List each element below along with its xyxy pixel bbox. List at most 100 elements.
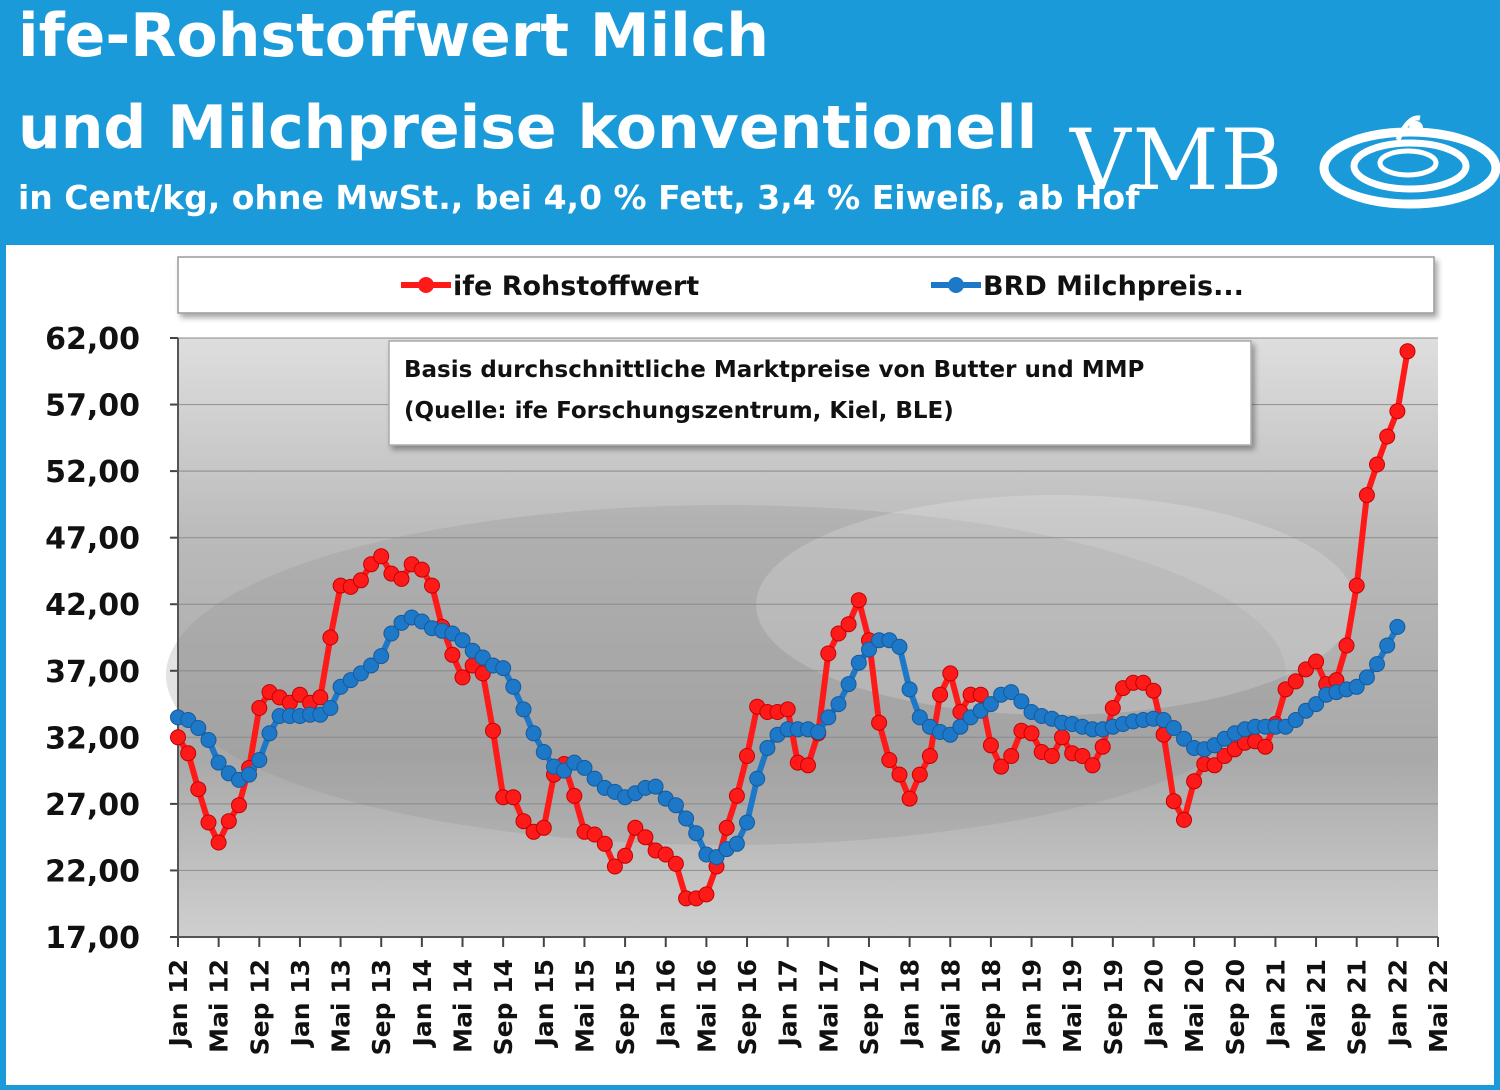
vmb-logo-text: VMB <box>1070 111 1285 209</box>
x-tick-label: Mai 18 <box>936 959 965 1053</box>
data-point <box>1287 673 1304 690</box>
data-point <box>373 648 390 665</box>
y-axis: 62,00 57,00 52,00 47,00 42,00 37,00 32,00 27,00… <box>45 322 179 956</box>
x-tick-label: Jan 15 <box>530 959 559 1048</box>
page-subtitle: in Cent/kg, ohne MwSt., bei 4,0 % Fett, … <box>18 178 1140 217</box>
vmb-logo-icon <box>1319 115 1500 209</box>
annotation-box: Basis durchschnittliche Marktpreise von … <box>388 340 1252 446</box>
data-point <box>566 787 583 804</box>
x-tick-label: Jan 12 <box>164 959 193 1048</box>
x-tick-label: Mai 14 <box>449 959 478 1053</box>
data-point <box>942 665 959 682</box>
line-chart: 62,00 57,00 52,00 47,00 42,00 37,00 32,00 27,00… <box>45 256 1453 1055</box>
data-point <box>749 770 766 787</box>
data-point <box>627 819 644 836</box>
x-tick-label: Jan 22 <box>1383 959 1412 1048</box>
data-point <box>1287 712 1304 728</box>
x-tick-label: Sep 15 <box>611 959 640 1055</box>
x-tick-label: Mai 12 <box>205 959 234 1053</box>
data-point <box>220 813 237 830</box>
annotation-background <box>388 340 1252 446</box>
data-point <box>1348 678 1365 695</box>
data-point <box>1399 343 1416 360</box>
data-point <box>952 718 969 735</box>
y-tick-label: 42,00 <box>45 588 140 623</box>
data-point <box>1348 577 1365 594</box>
x-tick-label: Mai 17 <box>814 959 843 1053</box>
x-tick-label: Jan 17 <box>774 959 803 1048</box>
y-tick-label: 17,00 <box>45 921 140 956</box>
data-point <box>515 813 532 830</box>
data-point <box>678 810 695 827</box>
data-point <box>200 732 217 748</box>
x-tick-label: Sep 18 <box>977 959 1006 1055</box>
data-point <box>982 737 999 754</box>
data-point <box>1084 757 1101 774</box>
data-point <box>881 752 898 768</box>
x-tick-label: Sep 16 <box>733 959 762 1055</box>
data-point <box>901 790 918 807</box>
x-tick-label: Jan 21 <box>1261 959 1290 1048</box>
x-tick-label: Mai 19 <box>1058 959 1087 1053</box>
y-tick-label: 62,00 <box>45 322 140 357</box>
data-point <box>576 759 593 776</box>
data-point <box>1379 428 1396 445</box>
page-title-line2: und Milchpreise konventionell <box>18 93 1038 163</box>
x-tick-label: Jan 18 <box>896 959 925 1048</box>
data-point <box>739 748 755 764</box>
annotation-line1: Basis durchschnittliche Marktpreise von … <box>404 357 1144 383</box>
data-point <box>180 745 197 762</box>
data-point <box>932 686 949 703</box>
data-point <box>1043 748 1060 764</box>
x-tick-label: Mai 16 <box>692 959 721 1053</box>
data-point <box>586 770 603 787</box>
x-tick-label: Jan 13 <box>286 959 315 1048</box>
x-tick-label: Sep 14 <box>489 959 518 1055</box>
data-point <box>1165 720 1182 736</box>
x-tick-label: Jan 19 <box>1018 959 1047 1048</box>
data-point <box>1379 637 1396 654</box>
data-point <box>1094 738 1111 755</box>
annotation-line2: (Quelle: ife Forschungszentrum, Kiel, BL… <box>404 398 954 424</box>
data-point <box>322 629 339 646</box>
legend: ife Rohstoffwert BRD Milchpreis... <box>177 256 1435 314</box>
legend-marker <box>418 277 434 293</box>
data-point <box>1003 748 1020 764</box>
data-point <box>485 722 501 739</box>
data-point <box>911 766 928 783</box>
data-point <box>1389 403 1406 420</box>
data-point <box>322 700 339 716</box>
data-point <box>363 657 380 674</box>
data-point <box>424 577 440 594</box>
legend-marker <box>948 277 964 293</box>
legend-label: BRD Milchpreis... <box>983 271 1244 302</box>
data-point <box>535 819 552 836</box>
y-tick-label: 52,00 <box>45 455 140 490</box>
data-point <box>810 724 827 740</box>
data-point <box>261 725 278 742</box>
data-point <box>972 686 989 703</box>
background-highlight <box>756 495 1356 715</box>
data-point <box>871 714 888 731</box>
data-point <box>1145 682 1162 699</box>
data-point <box>413 561 430 578</box>
legend-box <box>177 256 1435 314</box>
data-point <box>383 625 400 642</box>
data-point <box>637 829 654 846</box>
data-point <box>911 709 928 726</box>
x-tick-label: Sep 12 <box>245 959 274 1055</box>
data-point <box>830 696 847 713</box>
data-point <box>535 744 552 760</box>
data-point <box>505 789 522 806</box>
data-point <box>1074 748 1091 764</box>
data-point <box>505 678 522 695</box>
y-tick-label: 37,00 <box>45 655 140 690</box>
data-point <box>373 548 390 565</box>
x-tick-label: Mai 13 <box>327 959 356 1053</box>
data-point <box>1206 757 1223 774</box>
y-tick-label: 27,00 <box>45 788 140 823</box>
y-tick-label: 22,00 <box>45 854 140 889</box>
data-point <box>1358 487 1375 504</box>
page-title-line1: ife-Rohstoffwert Milch <box>18 1 770 71</box>
data-point <box>1003 684 1020 701</box>
